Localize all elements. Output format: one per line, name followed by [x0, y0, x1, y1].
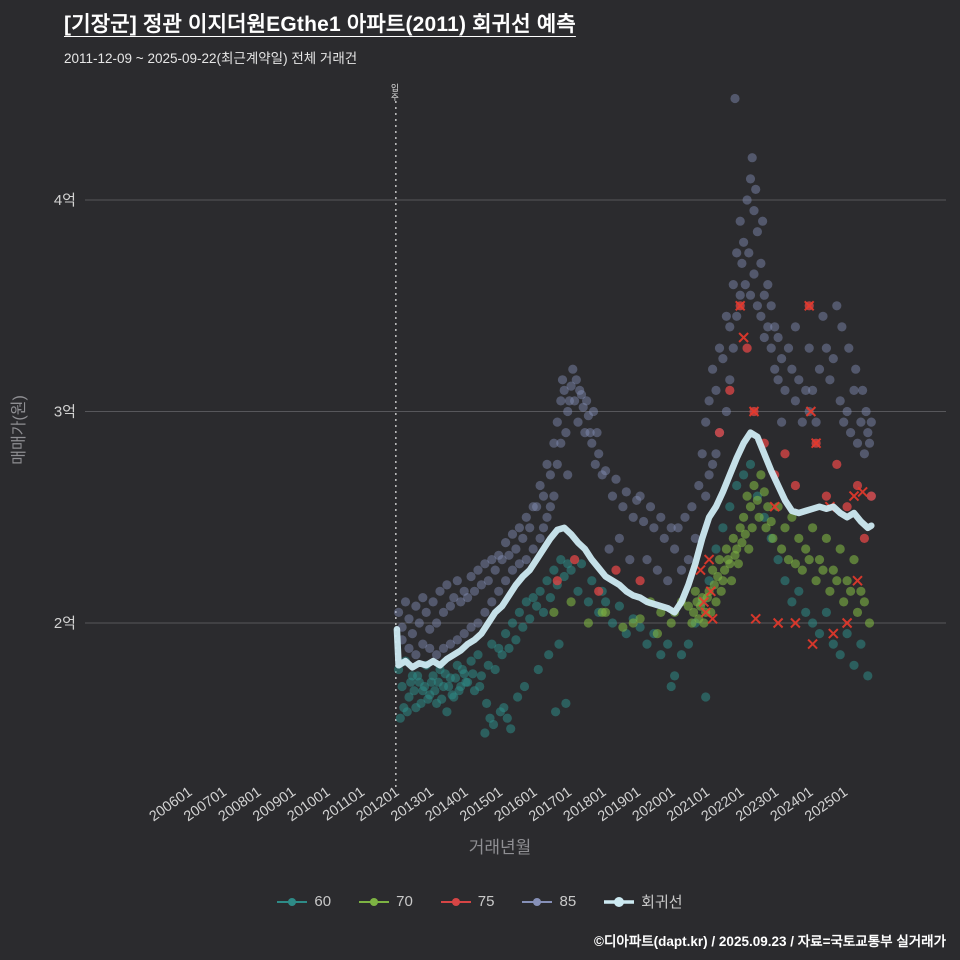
legend-item-70: 70: [359, 893, 413, 910]
legend-marker-85: [522, 897, 553, 906]
legend-item-75: 75: [440, 893, 495, 910]
legend-marker-70: [359, 897, 390, 906]
legend-label: 회귀선: [641, 894, 683, 911]
legend-label: 60: [314, 893, 332, 910]
legend-label: 85: [559, 893, 577, 910]
regression-line: [393, 429, 875, 671]
page-subtitle: 2011-12-09 ~ 2025-09-22(최근계약일) 전체 거래건: [64, 51, 358, 66]
series-60: [394, 459, 873, 738]
y-tick-label: 3억: [54, 404, 76, 421]
source-credit: ©디아파트(dapt.kr) / 2025.09.23 / 자료=국토교통부 실…: [594, 934, 946, 949]
chart-legend: 60 70 75 85 회귀선: [0, 891, 960, 912]
legend-marker-회귀선: [604, 896, 635, 907]
legend-item-60: 60: [277, 893, 331, 910]
legend-marker-75: [440, 897, 471, 906]
chart-header: [기장군] 정관 이지더원EGthe1 아파트(2011) 회귀선 예측 201…: [64, 8, 576, 67]
x-axis-title: 거래년월: [469, 838, 532, 857]
y-axis-title: 매매가(원): [10, 395, 28, 465]
y-tick-label: 2억: [54, 615, 76, 632]
y-tick-label: 4억: [54, 192, 76, 209]
legend-item-85: 85: [522, 893, 576, 910]
legend-label: 70: [396, 893, 413, 910]
legend-item-회귀선: 회귀선: [604, 891, 683, 912]
page-title: [기장군] 정관 이지더원EGthe1 아파트(2011) 회귀선 예측: [64, 13, 576, 36]
legend-marker-60: [277, 897, 308, 906]
cancelled-transaction-markers: [695, 300, 868, 650]
legend-label: 75: [477, 893, 495, 910]
